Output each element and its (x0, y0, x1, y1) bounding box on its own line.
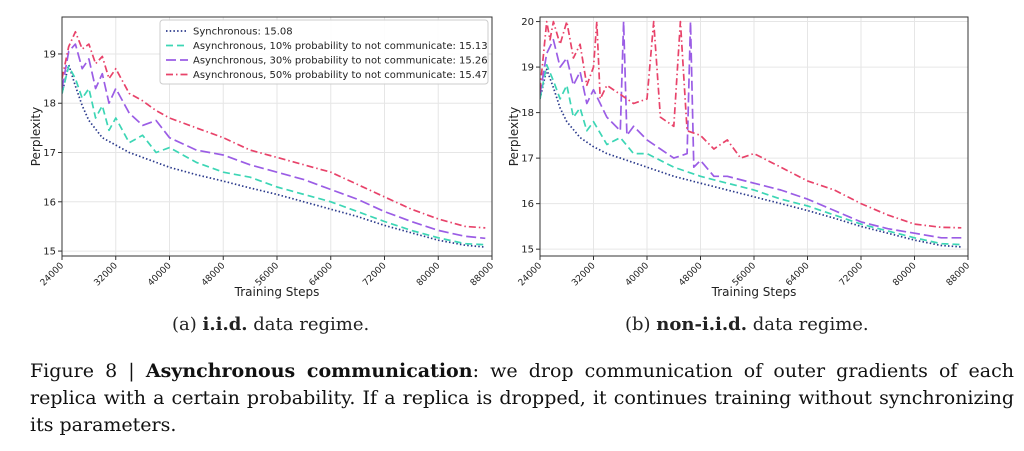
figure-canvas: 24000 32000 40000 48000 56000 64000 72000 80000… (29, 16, 973, 299)
x-tick-label: 88000 (945, 261, 973, 289)
subcaption-a-prefix: (a) (172, 314, 203, 335)
y-tick-label: 19 (43, 49, 56, 60)
series-line-0 (540, 68, 962, 248)
x-tick-label: 32000 (93, 261, 121, 289)
legend-label-1: Asynchronous, 10% probability to not com… (193, 41, 488, 52)
series-line-3 (540, 20, 962, 229)
x-tick-label: 48000 (677, 261, 705, 289)
x-tick-label: 80000 (415, 261, 443, 289)
y-tick-label: 19 (521, 63, 534, 74)
subcaption-b-bold: non-i.i.d. (656, 314, 748, 335)
x-tick-label: 72000 (838, 261, 866, 289)
figure-caption: Figure 8 | Asynchronous communication: w… (30, 358, 1014, 439)
series-line-0 (62, 63, 486, 248)
figure-caption-text: : we drop communication of outer gradien… (30, 360, 1014, 436)
legend-label-2: Asynchronous, 30% probability to not com… (193, 56, 488, 67)
y-tick-label: 20 (521, 17, 534, 28)
x-tick-label: 48000 (200, 261, 228, 289)
x-tick-label: 24000 (39, 261, 67, 289)
y-tick-label: 16 (521, 199, 534, 210)
plot-frame (61, 16, 493, 257)
series-line-2 (62, 43, 486, 240)
y-tick-label: 17 (521, 154, 534, 165)
x-tick-label: 24000 (517, 261, 545, 289)
y-tick-label: 18 (43, 99, 56, 110)
subcaption-a: (a) i.i.d. data regime. (172, 314, 369, 335)
series-line-3 (62, 30, 486, 229)
y-tick-label: 16 (43, 197, 56, 208)
legend-label-3: Asynchronous, 50% probability to not com… (193, 70, 488, 81)
x-tick-label: 72000 (361, 261, 389, 289)
y-tick-label: 17 (43, 148, 56, 159)
y-axis-label: Perplexity (29, 107, 43, 167)
subcaption-a-bold: i.i.d. (202, 314, 248, 335)
series-line-1 (540, 63, 962, 246)
x-axis-label: Training Steps (234, 285, 320, 299)
chart-panel-a: 24000 32000 40000 48000 56000 64000 72000 80000… (29, 16, 497, 299)
plot-frame (539, 16, 969, 257)
series-line-2 (540, 20, 962, 239)
y-tick-label: 15 (521, 245, 534, 256)
subcaption-b: (b) non-i.i.d. data regime. (625, 314, 869, 335)
legend: Synchronous: 15.08 Asynchronous, 10% prob… (159, 19, 489, 85)
x-tick-label: 40000 (624, 261, 652, 289)
figure-caption-label: Figure 8 | (30, 360, 146, 382)
x-tick-label: 32000 (570, 261, 598, 289)
x-axis-label: Training Steps (711, 285, 797, 299)
x-tick-label: 88000 (469, 261, 497, 289)
subcaption-b-prefix: (b) (625, 314, 657, 335)
legend-label-0: Synchronous: 15.08 (193, 27, 293, 38)
y-tick-label: 15 (43, 247, 56, 258)
y-tick-label: 18 (521, 108, 534, 119)
chart-panel-b: 24000 32000 40000 48000 56000 64000 72000 80000… (507, 16, 973, 299)
subcaption-a-suffix: data regime. (247, 314, 370, 335)
figure-caption-bold: Asynchronous communication (145, 360, 473, 382)
legend-box (159, 19, 489, 85)
x-tick-label: 40000 (146, 261, 174, 289)
series-line-1 (62, 65, 486, 246)
subcaption-b-suffix: data regime. (747, 314, 869, 335)
x-tick-label: 80000 (891, 261, 919, 289)
y-axis-label: Perplexity (507, 107, 521, 167)
